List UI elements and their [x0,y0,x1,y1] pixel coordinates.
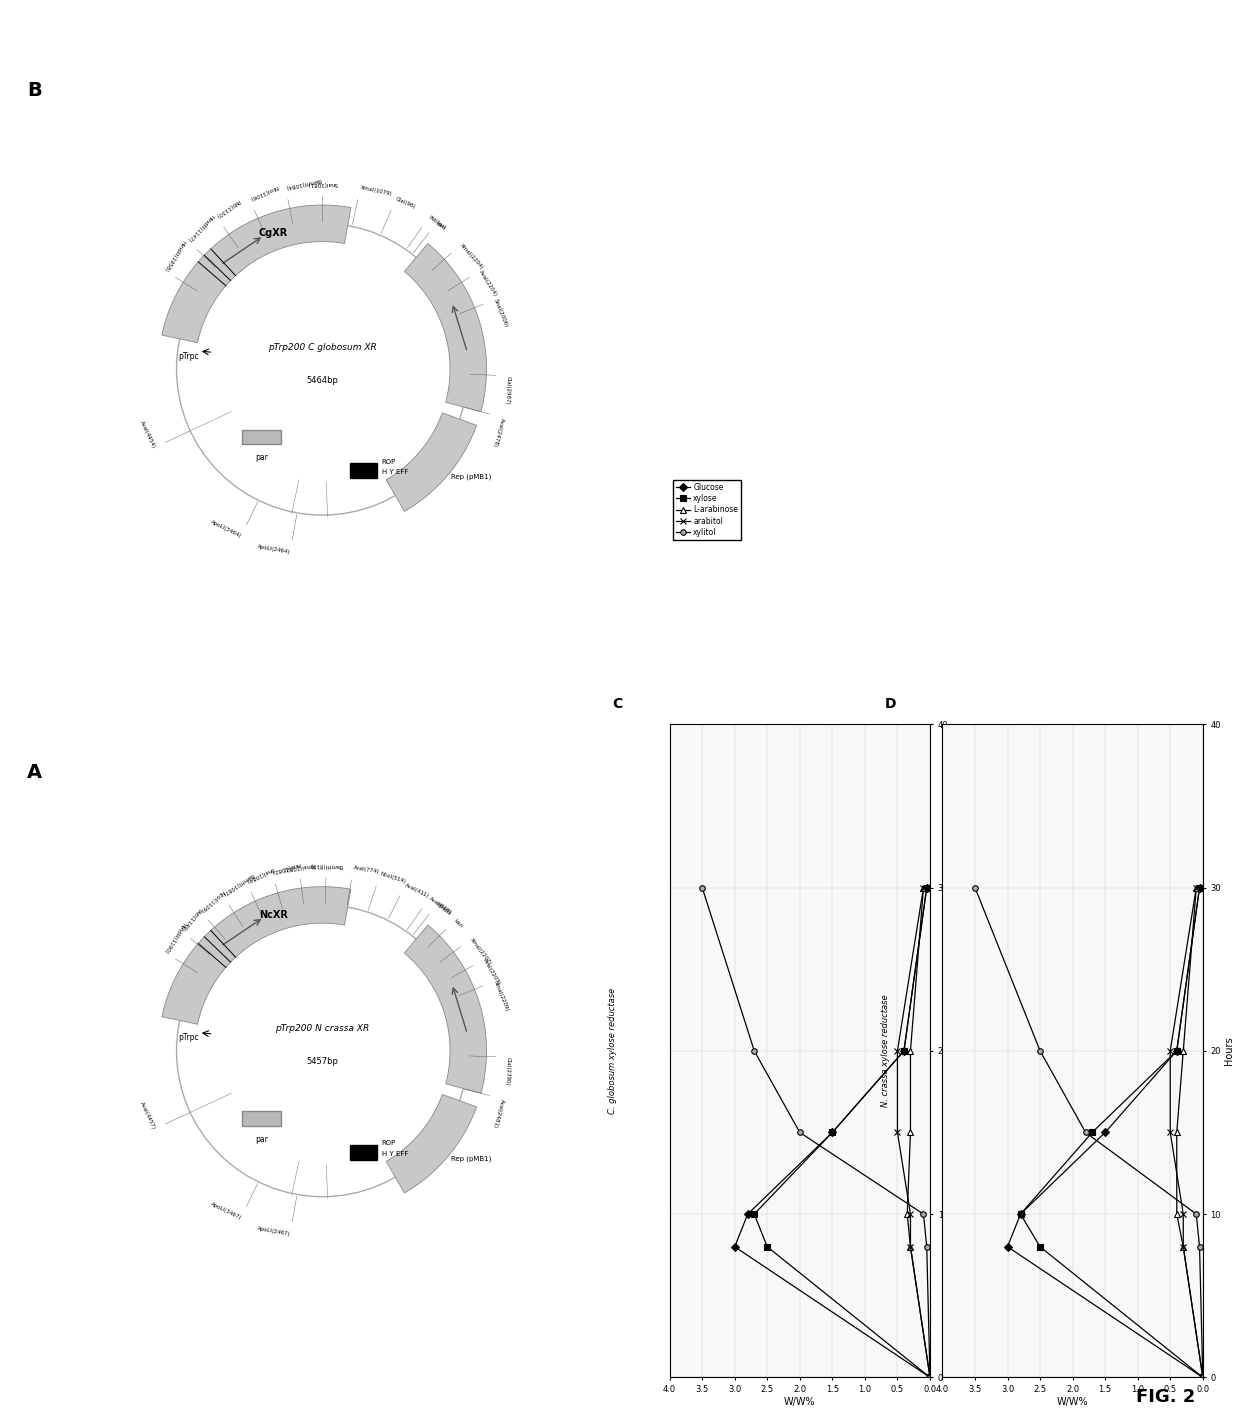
Polygon shape [404,924,486,1093]
Text: kan: kan [454,919,464,930]
Text: ROP: ROP [382,1140,396,1146]
Text: PstI(es): PstI(es) [428,214,448,230]
Text: par: par [255,1135,268,1145]
Text: AvaI(4454): AvaI(4454) [139,419,156,449]
Text: ApoLI(2467): ApoLI(2467) [257,1225,290,1237]
Text: XmaI(2207): XmaI(2207) [469,937,492,967]
Text: ClaI(96): ClaI(96) [396,196,417,209]
Text: BamHI(1087): BamHI(1087) [221,872,254,896]
Polygon shape [404,243,486,412]
X-axis label: W/W%: W/W% [1056,1397,1089,1407]
Text: AvaI(774): AvaI(774) [353,865,381,875]
Text: 5457bp: 5457bp [306,1058,339,1066]
Text: AvaI(1082): AvaI(1082) [272,861,301,875]
Text: AvaI(2207): AvaI(2207) [482,959,501,987]
Text: N. crassa xylose reductase: N. crassa xylose reductase [880,994,889,1108]
FancyBboxPatch shape [350,463,377,479]
Text: HindIII(1147): HindIII(1147) [186,213,215,243]
Text: AvaI(2204): AvaI(2204) [477,270,498,297]
Text: Rep (pMB1): Rep (pMB1) [451,1156,491,1162]
Y-axis label: Hours: Hours [1224,1037,1234,1065]
Text: FIG. 2: FIG. 2 [1136,1387,1195,1406]
Text: XmaI(2209): XmaI(2209) [492,980,510,1012]
Text: pTrpc: pTrpc [179,1034,198,1042]
Text: C: C [613,697,622,711]
Text: HindIII(1958): HindIII(1958) [162,239,186,273]
Text: BamHI(818): BamHI(818) [310,862,342,868]
Text: AvaI(411): AvaI(411) [404,882,430,899]
FancyBboxPatch shape [350,1145,377,1160]
Text: XmaI(1079): XmaI(1079) [360,185,393,196]
Text: 5464bp: 5464bp [306,376,339,385]
Text: AvaI(2481): AvaI(2481) [492,1098,505,1129]
Text: BamHI(1084): BamHI(1084) [285,178,321,189]
Text: HindIII: HindIII [435,902,453,917]
Text: PstI(1149): PstI(1149) [179,907,201,932]
Text: PstI(1130): PstI(1130) [215,199,241,219]
Text: ApoLI(2464): ApoLI(2464) [257,544,290,555]
Text: ApoLI(3467): ApoLI(3467) [210,1201,242,1220]
Text: C. globosum xylose reductase: C. globosum xylose reductase [608,988,616,1113]
Polygon shape [162,886,351,1024]
Text: NcoI(1109): NcoI(1109) [198,889,224,913]
Text: HindIII(1190): HindIII(1190) [162,920,186,954]
Text: NcoI(514): NcoI(514) [379,872,407,885]
Text: CgXR: CgXR [259,229,288,239]
Text: H Y EFF: H Y EFF [382,1152,408,1157]
Text: XmaI(2204): XmaI(2204) [459,243,485,271]
Text: SnaI(1081): SnaI(1081) [308,180,339,186]
FancyBboxPatch shape [242,430,280,444]
Text: pTrpc: pTrpc [179,352,198,361]
Text: Rep (pMB1): Rep (pMB1) [451,474,491,480]
Text: par: par [255,453,268,463]
Legend: Glucose, xylose, L-arabinose, arabitol, xylitol: Glucose, xylose, L-arabinose, arabitol, … [673,480,742,540]
Text: pTrp200 C globosum XR: pTrp200 C globosum XR [268,342,377,352]
FancyBboxPatch shape [242,1112,280,1126]
Text: ClaI(2390): ClaI(2390) [505,1058,511,1086]
Text: H Y EFF: H Y EFF [382,470,408,476]
Text: B: B [27,81,42,99]
Text: SnaI(2006): SnaI(2006) [492,298,508,328]
Text: AvaI(369): AvaI(369) [428,896,453,916]
Text: XmaI(1082): XmaI(1082) [283,862,315,870]
Text: SnaI(1084): SnaI(1084) [246,866,275,883]
Text: A: A [27,763,42,781]
Text: AvaI(4457): AvaI(4457) [139,1100,156,1130]
Text: ROP: ROP [382,459,396,464]
Text: AvaI(2478): AvaI(2478) [492,416,505,447]
Text: kan: kan [435,220,446,231]
Polygon shape [386,1095,476,1193]
Text: D: D [885,697,897,711]
Text: NcXR: NcXR [259,910,288,920]
Text: pTrp200 N crassa XR: pTrp200 N crassa XR [275,1024,370,1034]
Polygon shape [162,204,351,342]
Text: NcoI(1106): NcoI(1106) [248,185,278,200]
X-axis label: W/W%: W/W% [784,1397,816,1407]
Y-axis label: Hours: Hours [951,1037,961,1065]
Polygon shape [386,413,476,511]
Text: ClaI(2987): ClaI(2987) [505,376,511,405]
Text: ApoLI(3464): ApoLI(3464) [210,520,242,538]
